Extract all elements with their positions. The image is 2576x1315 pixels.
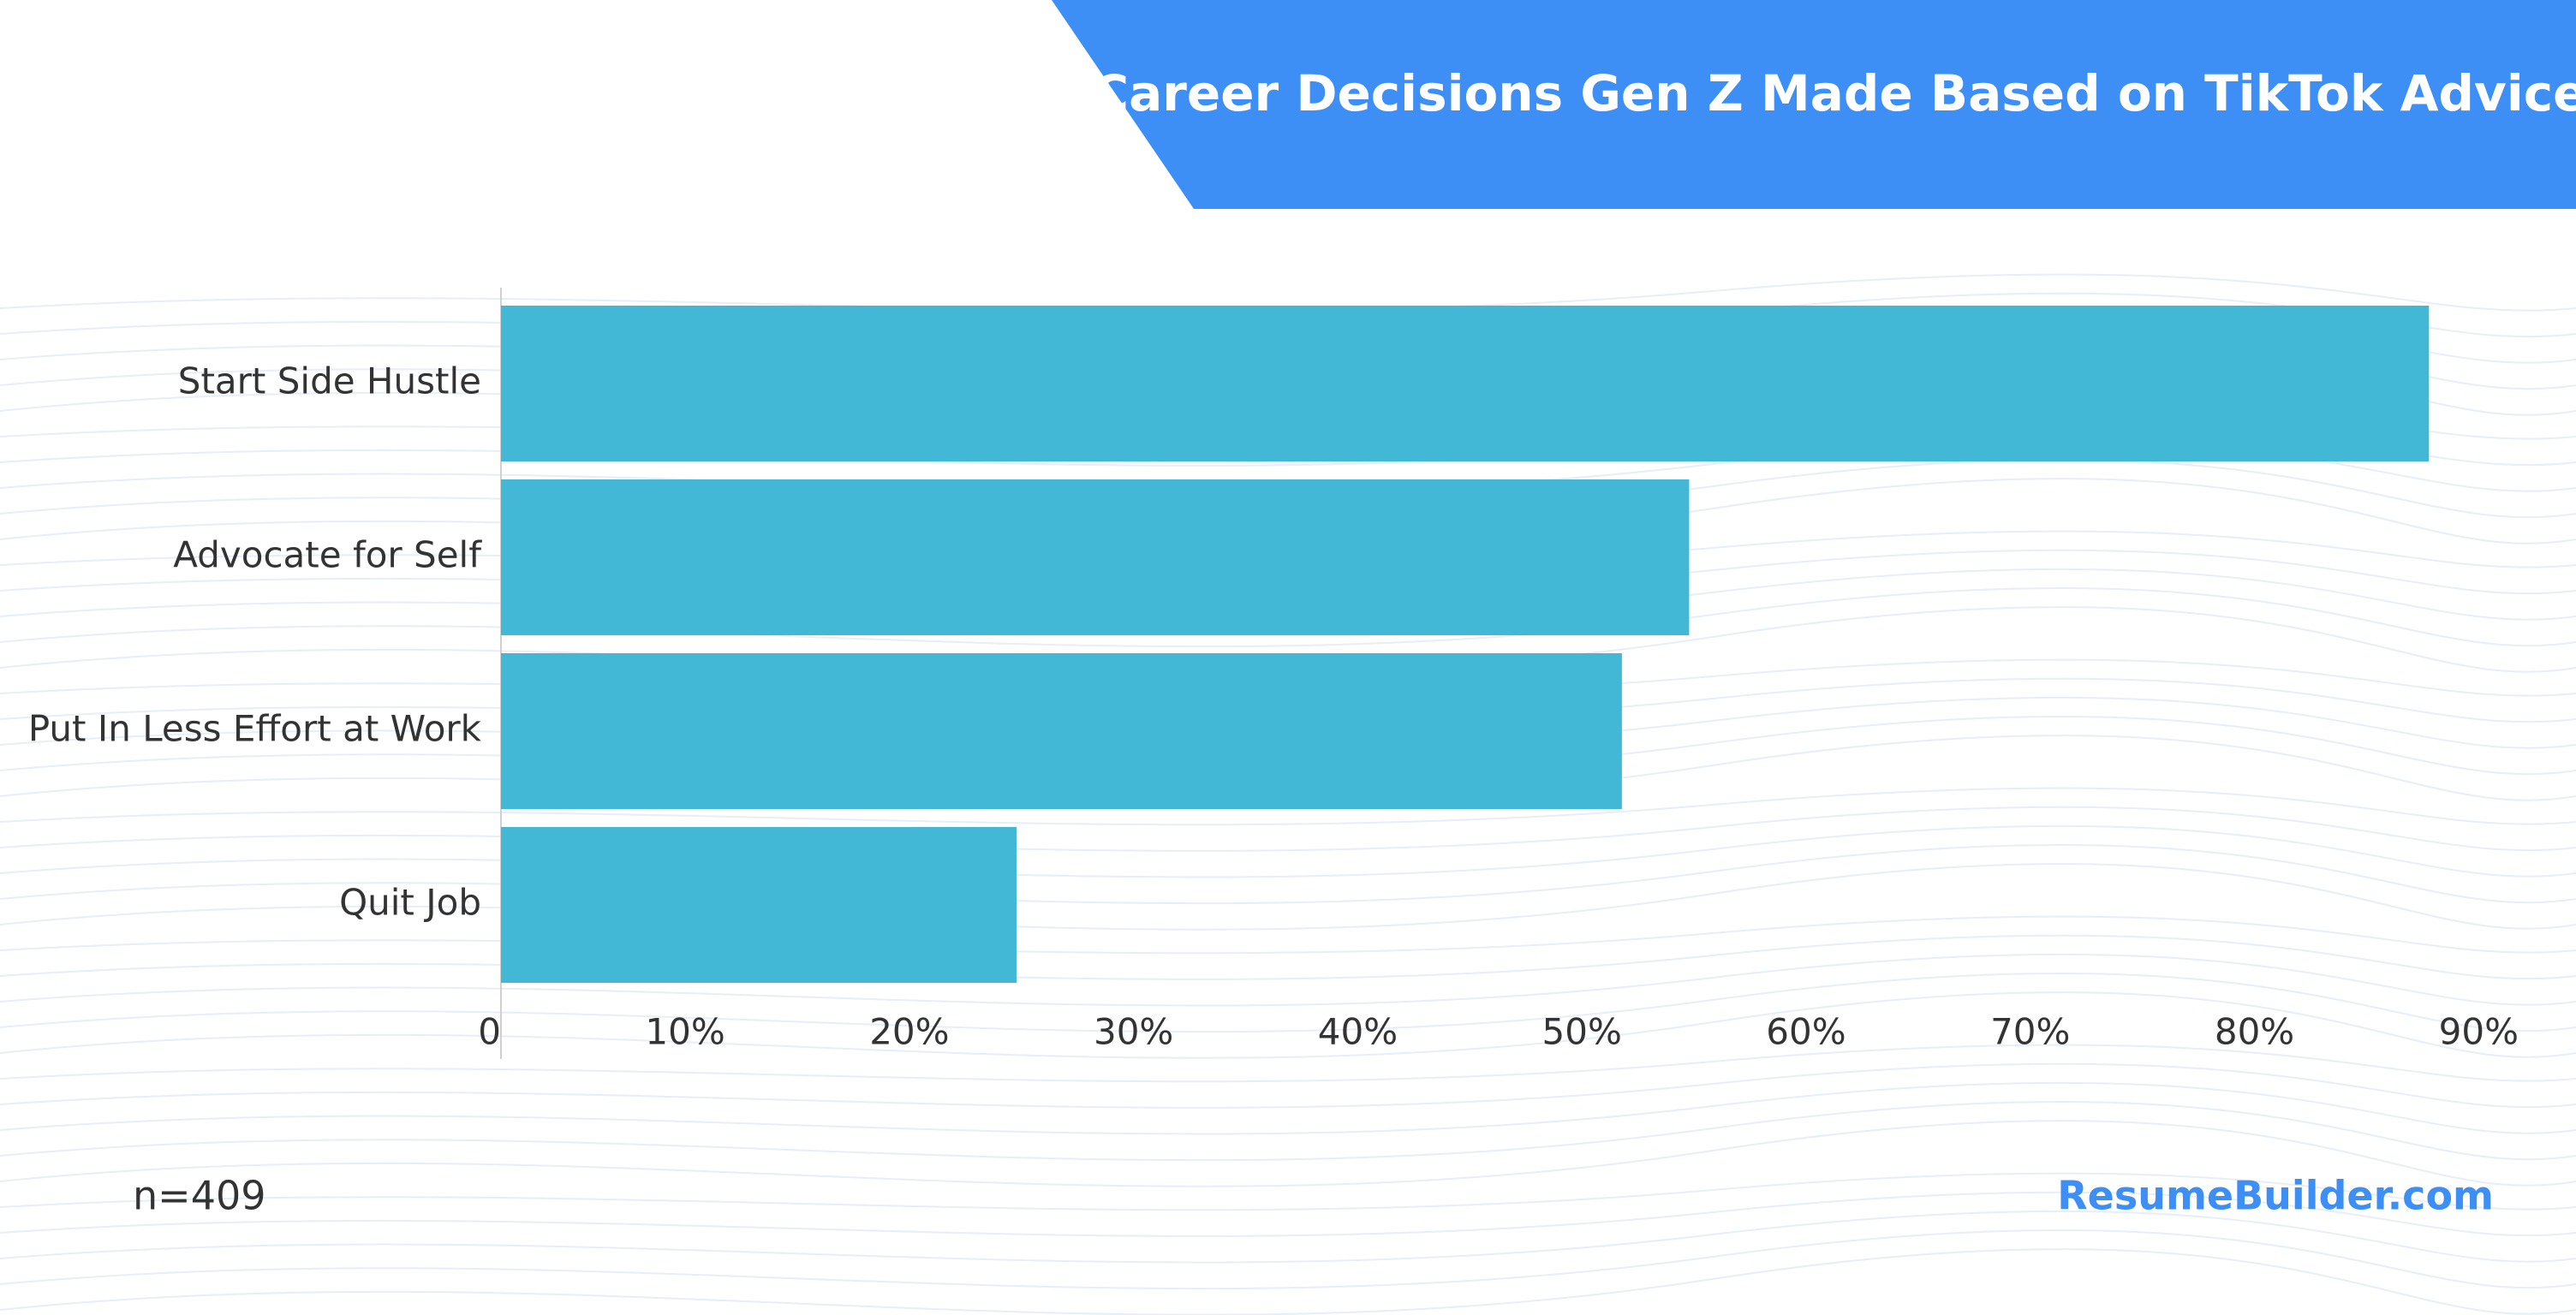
bar [501,827,1017,983]
x-tick-label: 80% [2215,1011,2294,1053]
y-tick-label: Start Side Hustle [178,360,481,402]
x-tick-label: 10% [645,1011,724,1053]
y-tick-label: Quit Job [339,882,481,924]
wave-line [0,806,2576,852]
wave-line [0,1044,2576,1083]
x-tick-label: 20% [869,1011,949,1053]
wave-line [0,843,2576,905]
sample-size-note: n=409 [133,1173,266,1219]
wave-line [0,934,2576,980]
wave-line [0,1062,2576,1109]
wave-line [0,991,2576,1059]
wave-line [0,1191,2576,1237]
wave-line [0,972,2576,1033]
wave-line [0,1248,2576,1315]
x-tick-label: 40% [1318,1011,1398,1053]
x-tick-label: 70% [1990,1011,2070,1053]
bar [501,306,2430,461]
bar [501,653,1622,809]
title-banner [1052,0,2576,209]
chart-title: Career Decisions Gen Z Made Based on Tik… [1093,64,2576,122]
x-tick-label: 60% [1766,1011,1846,1053]
wave-line [0,824,2576,878]
y-tick-label: Put In Less Effort at Work [28,708,482,750]
source-label: ResumeBuilder.com [2057,1173,2494,1219]
wave-line [0,1081,2576,1135]
wave-line [0,863,2576,931]
wave-line [0,1172,2576,1211]
wave-line [0,953,2576,1007]
x-tick-label: 50% [1542,1011,1622,1053]
wave-line [0,915,2576,955]
wave-line [0,1229,2576,1290]
x-tick-label: 0 [478,1011,501,1053]
wave-line [0,1210,2576,1264]
bar [501,479,1690,635]
wave-line [0,787,2576,826]
wave-line [0,1120,2576,1187]
wave-line [0,1100,2576,1162]
x-tick-label: 90% [2439,1011,2519,1053]
x-tick-label: 30% [1094,1011,1173,1053]
y-tick-label: Advocate for Self [173,534,482,576]
wave-line [0,273,2576,312]
